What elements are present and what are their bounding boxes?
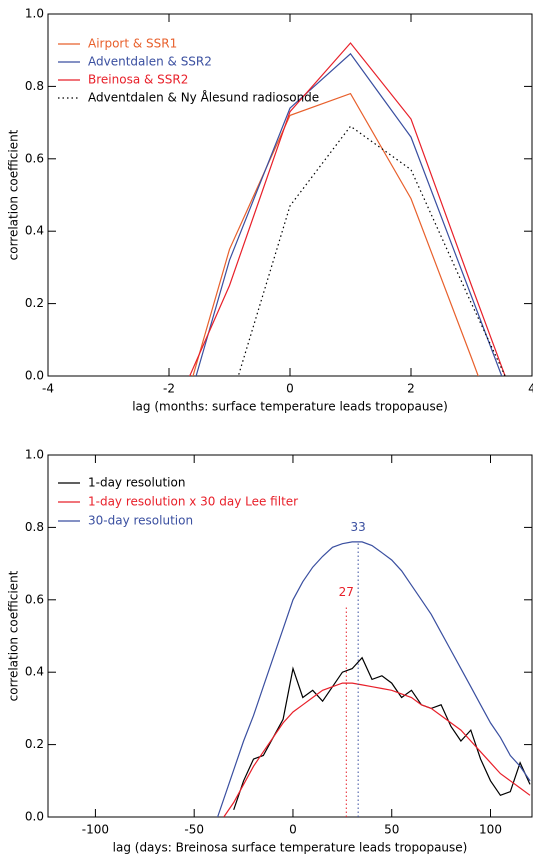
series-line	[195, 52, 503, 376]
y-tick-label: 1.0	[25, 7, 44, 21]
legend-label: Adventdalen & Ny Ålesund radiosonde	[88, 90, 319, 105]
legend-label: Adventdalen & SSR2	[88, 55, 212, 69]
series-line	[216, 541, 531, 817]
x-tick-label: -50	[184, 823, 204, 837]
y-axis-label: correlation coefficient	[7, 570, 21, 701]
series-line	[192, 92, 479, 376]
plot-area	[216, 541, 531, 817]
y-axis-label: correlation coefficient	[7, 129, 21, 260]
x-tick-label: 0	[286, 382, 294, 396]
y-tick-label: 0.8	[25, 79, 44, 93]
plot-frame	[47, 454, 533, 818]
plot-area	[189, 42, 506, 376]
y-tick-label: 0.2	[25, 737, 44, 751]
series-line	[189, 42, 506, 376]
y-tick-label: 0.0	[25, 369, 44, 383]
legend-label: 1-day resolution x 30 day Lee filter	[88, 495, 298, 509]
annotation-label: 27	[339, 585, 354, 599]
y-tick-label: 0.4	[25, 224, 44, 238]
x-axis-label: lag (days: Breinosa surface temperature …	[113, 841, 468, 855]
y-tick-label: 0.0	[25, 810, 44, 824]
y-tick-label: 0.8	[25, 520, 44, 534]
y-tick-label: 0.2	[25, 296, 44, 310]
legend-label: 1-day resolution	[88, 476, 185, 490]
y-tick-label: 0.6	[25, 151, 44, 165]
panel: 0.0 0.2 0.4 0.6 0.8 1.0 -100 -50 0 50 100 lag (days…	[7, 448, 533, 855]
legend-label: 30-day resolution	[88, 514, 193, 528]
series-line	[223, 682, 531, 817]
x-tick-label: 100	[479, 823, 502, 837]
y-tick-label: 0.6	[25, 592, 44, 606]
x-axis-label: lag (months: surface temperature leads t…	[132, 400, 448, 414]
x-tick-label: -4	[42, 382, 54, 396]
series-line	[233, 656, 531, 810]
legend-label: Airport & SSR1	[88, 37, 177, 51]
x-tick-label: 2	[407, 382, 415, 396]
x-tick-label: 50	[384, 823, 399, 837]
x-tick-label: -2	[163, 382, 175, 396]
legend-label: Breinosa & SSR2	[88, 73, 188, 87]
y-tick-label: 1.0	[25, 448, 44, 462]
x-tick-label: -100	[82, 823, 109, 837]
x-tick-label: 0	[289, 823, 297, 837]
y-tick-label: 0.4	[25, 665, 44, 679]
panel: 0.0 0.2 0.4 0.6 0.8 1.0 -4 -2 0 2 4 lag (months: su…	[7, 7, 533, 414]
annotation-label: 33	[351, 520, 366, 534]
x-tick-label: 4	[528, 382, 533, 396]
